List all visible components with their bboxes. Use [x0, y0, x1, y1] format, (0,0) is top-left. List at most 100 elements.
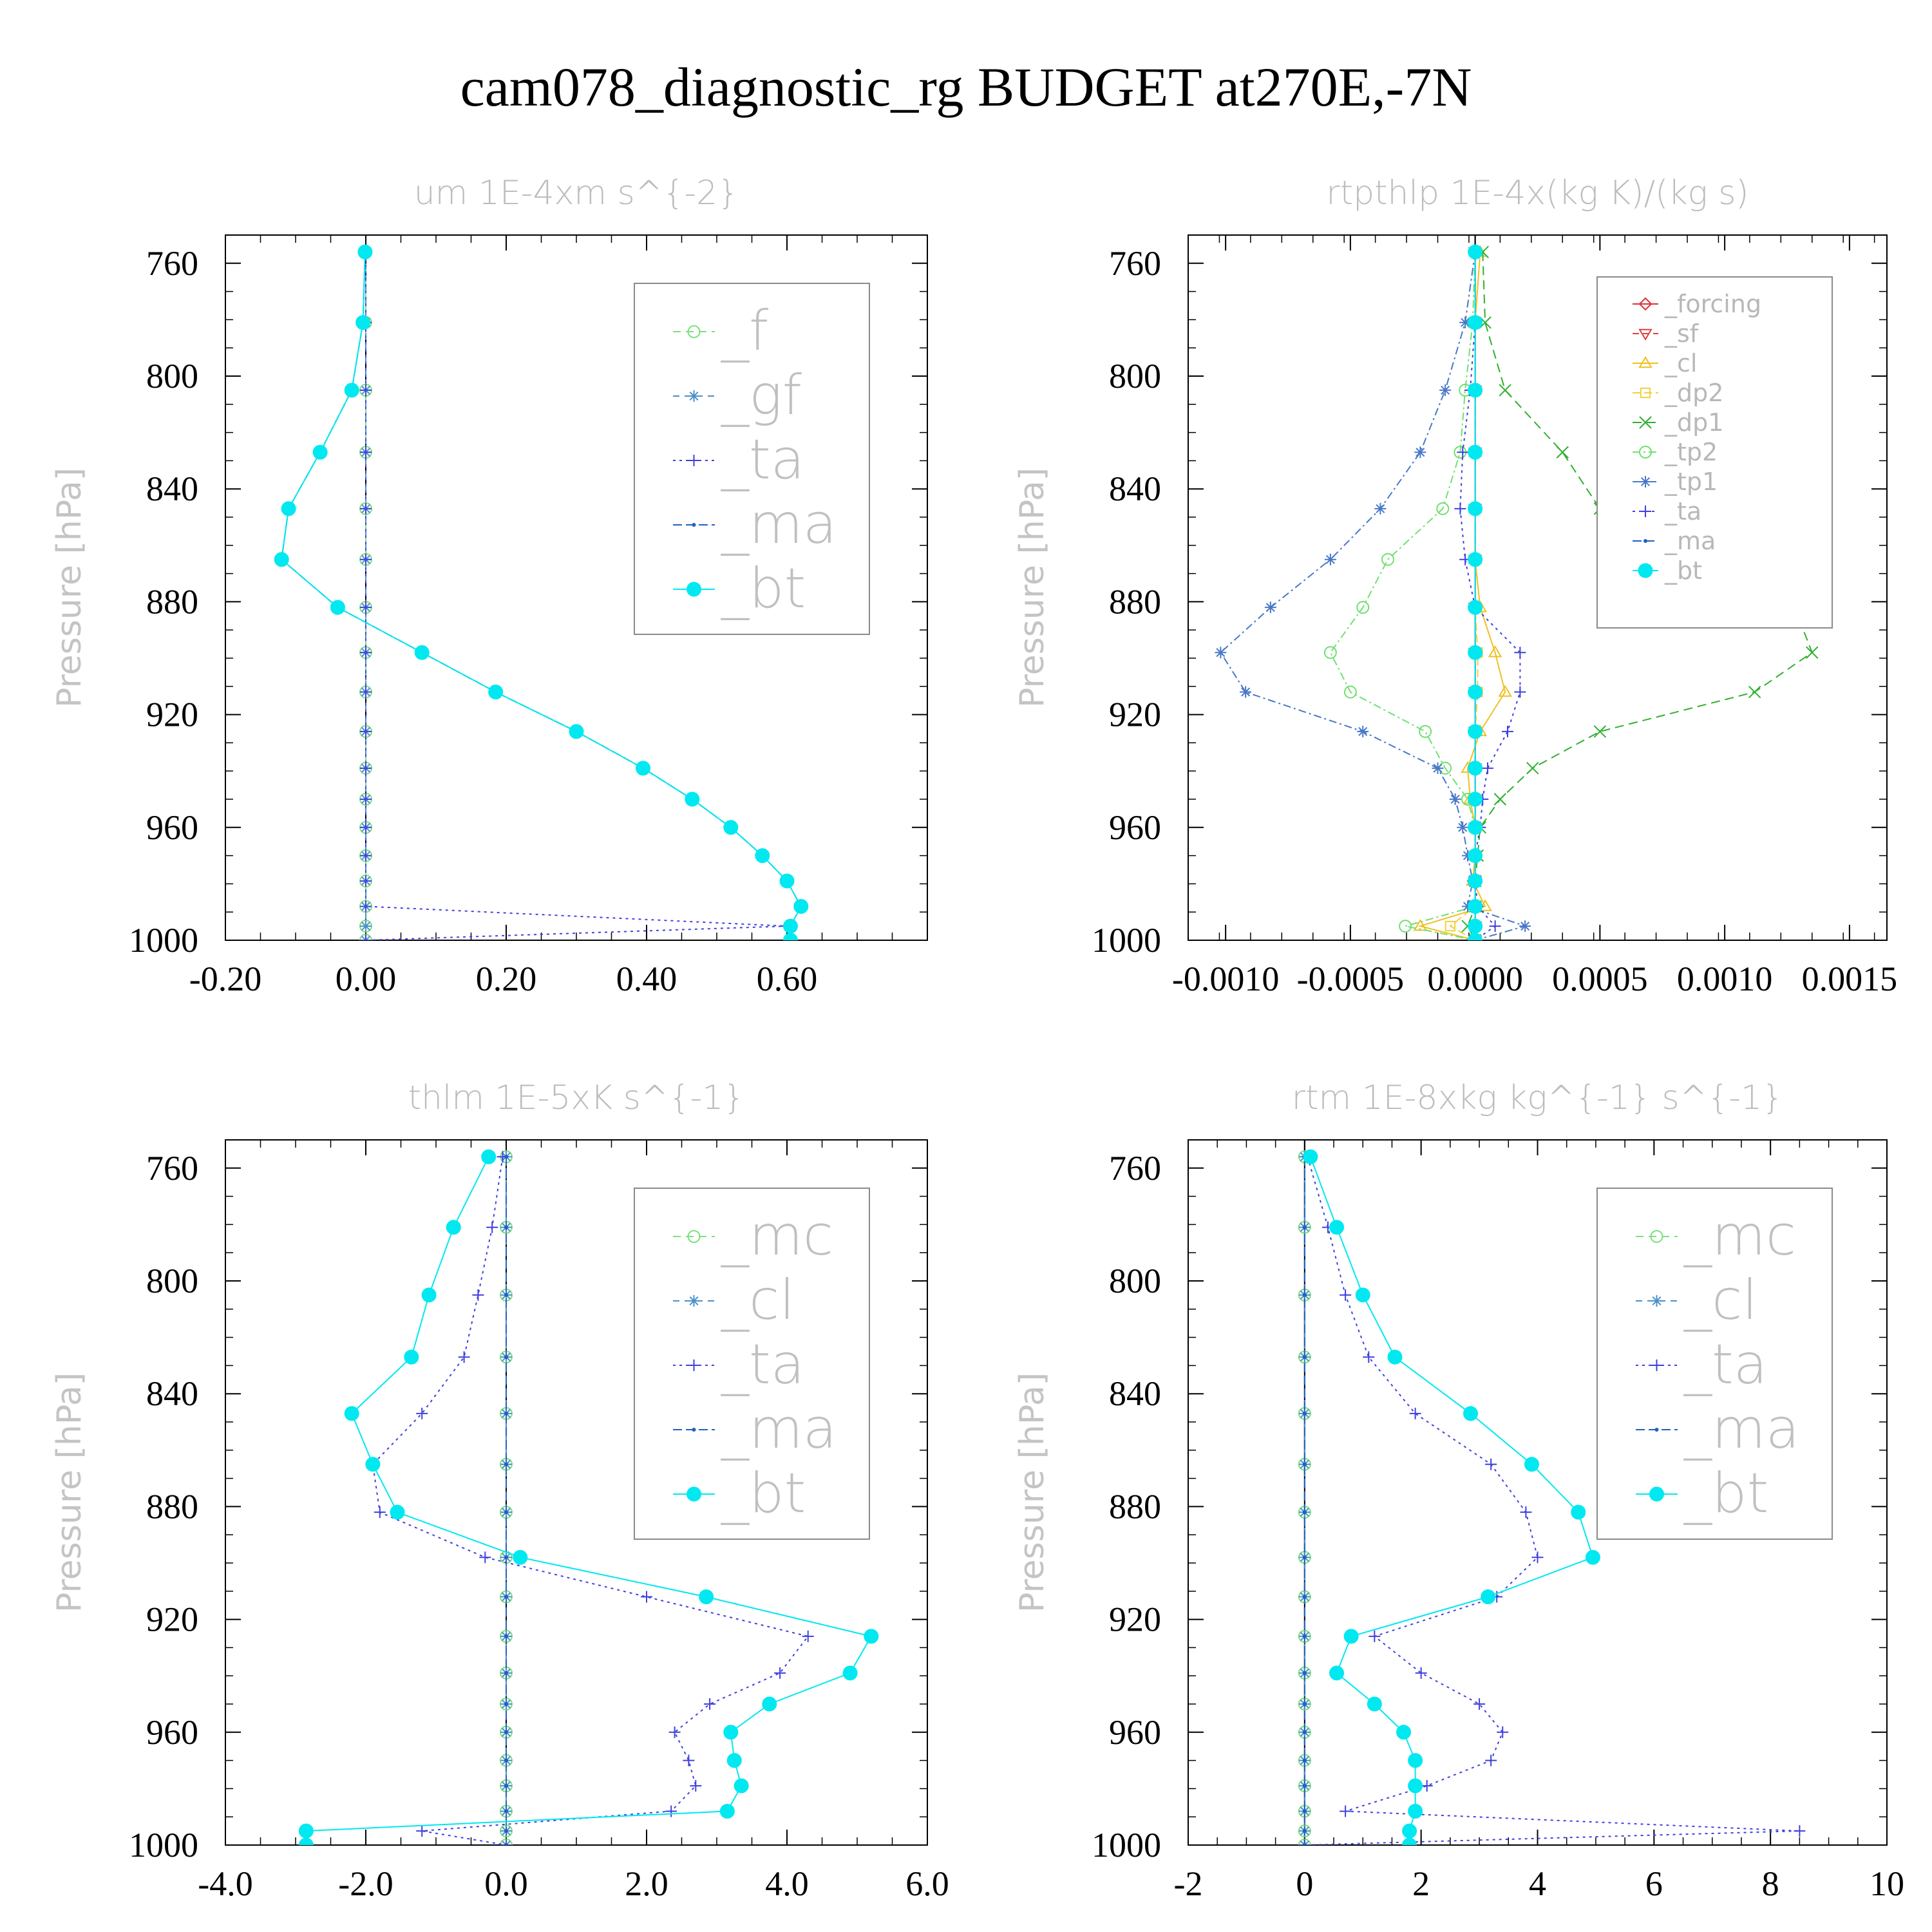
- x-tick-label: 6.0: [905, 1864, 949, 1903]
- legend-marker: [1651, 1359, 1663, 1371]
- data-point-ta: [704, 1698, 716, 1710]
- panel-thlm: 760 800 840 880 920 960 1000-4.0 -2.0 0.0 2.0 4.0 6…: [50, 1079, 949, 1903]
- data-point-ta: [486, 1221, 498, 1233]
- data-point-ta: [1457, 446, 1469, 459]
- data-point-bt: [1408, 1803, 1423, 1819]
- legend-marker: [1638, 297, 1653, 311]
- data-point-bt: [1585, 1549, 1600, 1565]
- data-point-bt: [355, 315, 371, 330]
- series-group: [298, 1149, 879, 1845]
- data-point-bt: [1468, 444, 1483, 460]
- legend-marker: [1639, 416, 1652, 429]
- data-point-dp1: [1499, 384, 1511, 397]
- data-point-ma: [1302, 1702, 1307, 1706]
- data-point-bt: [793, 898, 809, 914]
- data-point-bt: [569, 724, 584, 739]
- data-point-bt: [1468, 791, 1483, 807]
- data-point-ma: [1302, 1843, 1307, 1845]
- data-point-bt: [1408, 1753, 1423, 1768]
- data-point-ma: [504, 1730, 508, 1734]
- data-point-tp2: [1399, 920, 1412, 933]
- data-point-cl: [1498, 685, 1512, 697]
- data-point-ta: [360, 502, 372, 515]
- data-point-tp1: [1324, 553, 1336, 565]
- data-point-bt: [1481, 1589, 1496, 1605]
- data-point-dp1: [1526, 762, 1539, 775]
- data-point-tp1: [1462, 849, 1473, 862]
- data-point-ma: [1302, 1671, 1307, 1675]
- legend-label: _mc: [721, 1204, 833, 1268]
- data-point-tp1: [1519, 920, 1531, 933]
- data-point-ta: [690, 1780, 702, 1792]
- data-point-tp1: [1215, 647, 1227, 659]
- data-point-ta: [774, 1667, 786, 1679]
- y-tick-label: 760: [1109, 1149, 1161, 1188]
- data-point-ta: [1514, 686, 1526, 698]
- data-point-ma: [1302, 1355, 1307, 1359]
- data-point-ma: [504, 1155, 508, 1159]
- y-tick-label: 880: [146, 582, 198, 621]
- data-point-ta: [360, 849, 372, 862]
- series-group: [1215, 244, 1819, 940]
- panel-um: 760 800 840 880 920 960 1000-0.20 0.00 0.20 0.40 0…: [50, 174, 928, 998]
- y-tick-label: 880: [1109, 1487, 1161, 1526]
- data-point-tp2: [1323, 646, 1337, 659]
- data-point-ta: [1473, 1698, 1486, 1710]
- data-point-dp1: [1556, 446, 1569, 459]
- panel-title: rtm 1E-8xkg kg^{-1} s^{-1}: [1292, 1079, 1783, 1117]
- data-point-ta: [360, 553, 372, 565]
- legend-label: _dp1: [1664, 408, 1723, 437]
- data-point-bt: [1468, 898, 1483, 914]
- data-point-tp2: [1356, 601, 1370, 614]
- y-tick-label: 1000: [1092, 1826, 1161, 1864]
- x-tick-label: 10: [1870, 1864, 1904, 1903]
- x-tick-label: -0.0005: [1297, 960, 1404, 998]
- legend-label: _sf: [1664, 319, 1700, 348]
- y-tick-label: 800: [146, 1262, 198, 1300]
- data-point-tp2: [1419, 724, 1432, 738]
- x-tick-label: 6: [1645, 1864, 1663, 1903]
- y-tick-label: 800: [1109, 357, 1161, 395]
- x-tick-label: 0.0005: [1552, 960, 1648, 998]
- data-point-bt: [390, 1504, 405, 1520]
- x-tick-label: 0.0010: [1677, 960, 1773, 998]
- data-point-bt: [1468, 820, 1483, 835]
- legend-label: _cl: [1664, 349, 1697, 377]
- data-point-bt: [842, 1665, 858, 1681]
- data-point-bt: [488, 685, 504, 700]
- data-point-bt: [636, 761, 651, 776]
- data-point-bt: [864, 1629, 879, 1644]
- data-point-ta: [458, 1351, 470, 1363]
- data-point-ta: [360, 647, 372, 659]
- y-tick-label: 920: [146, 1600, 198, 1639]
- data-point-ta: [1482, 762, 1493, 774]
- legend-marker: [687, 325, 701, 338]
- data-point-ta: [1421, 1780, 1433, 1792]
- legend-label: _bt: [1664, 556, 1702, 585]
- data-point-ta: [1340, 1805, 1352, 1817]
- y-tick-label: 840: [1109, 469, 1161, 508]
- data-point-ma: [1302, 1730, 1307, 1734]
- data-point-ma: [1302, 1784, 1307, 1788]
- data-point-bt: [414, 645, 430, 660]
- data-point-bt: [513, 1549, 528, 1565]
- data-point-bt: [274, 552, 289, 567]
- legend-label: _bt: [1683, 1461, 1768, 1526]
- data-point-ma: [504, 1784, 508, 1788]
- data-point-ma: [504, 1411, 508, 1416]
- series-line-tp2: [1329, 252, 1476, 940]
- legend-marker: [688, 1295, 700, 1307]
- data-point-tp1: [1357, 725, 1369, 737]
- data-point-bt: [1468, 501, 1483, 516]
- data-point-bt: [1468, 552, 1483, 567]
- legend-box: [1596, 1188, 1833, 1540]
- data-point-ta: [1485, 1458, 1497, 1470]
- x-tick-label: 0.0: [484, 1864, 528, 1903]
- data-point-ta: [1409, 1407, 1421, 1419]
- data-point-tp1: [1449, 793, 1461, 805]
- legend-marker: [692, 523, 696, 527]
- data-point-ta: [416, 1407, 428, 1419]
- data-point-tp1: [1457, 821, 1469, 833]
- data-point-ta: [360, 384, 372, 396]
- y-tick-label: 880: [1109, 582, 1161, 621]
